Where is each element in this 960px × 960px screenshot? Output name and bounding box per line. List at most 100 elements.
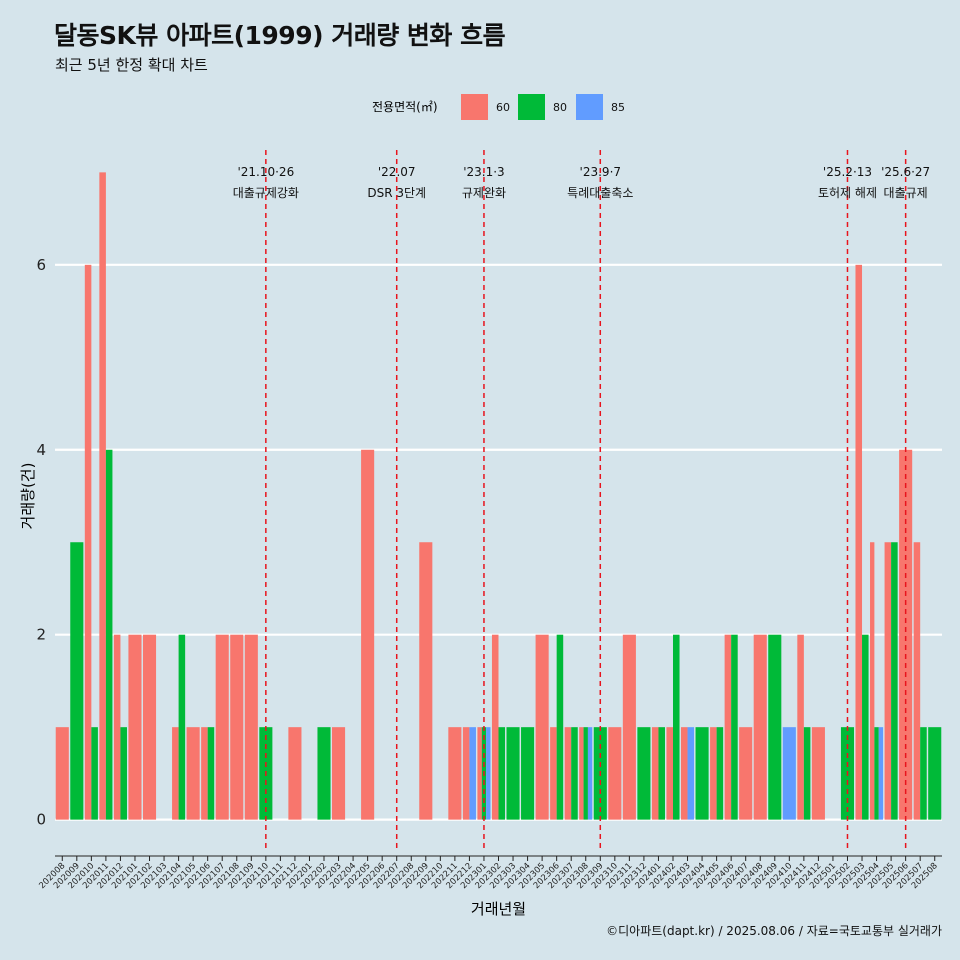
bar-60-202308: [579, 727, 584, 820]
y-tick-label: 2: [36, 626, 46, 644]
bar-60-202203: [332, 727, 346, 820]
bar-80-202401: [658, 727, 665, 820]
bar-80-202306: [556, 634, 564, 820]
bar-80-202505: [891, 542, 898, 820]
bar-60-202108: [230, 634, 244, 820]
event-text-label: 토허제 해제: [818, 186, 877, 200]
event-text-label: 규제완화: [462, 186, 506, 200]
bar-85-202212: [469, 727, 476, 820]
bar-60-202011: [99, 172, 106, 820]
bar-80-202402: [672, 634, 680, 820]
bar-60-202012: [113, 634, 121, 820]
y-axis-title: 거래량(건): [19, 463, 37, 530]
bar-80-202409: [768, 634, 782, 820]
bar-60-202504: [870, 542, 875, 820]
bar-80-202012: [120, 727, 127, 820]
chart-subtitle: 최근 5년 한정 확대 차트: [55, 56, 208, 74]
bar-60-202105: [186, 727, 200, 820]
event-date-label: '23.1·3: [463, 165, 504, 179]
y-axis: 0 2 4 6: [36, 256, 46, 829]
bar-60-202503: [855, 264, 863, 820]
bar-60-202401: [651, 727, 659, 820]
bar-80-202312: [637, 727, 651, 820]
bar-60-202412: [811, 727, 825, 820]
bar-80-202503: [862, 634, 869, 820]
bar-60-202302: [491, 634, 499, 820]
bar-80-202406: [731, 634, 738, 820]
legend-label-60: 60: [496, 101, 510, 114]
bar-80-202106: [207, 727, 215, 820]
bar-80-202304: [521, 727, 535, 820]
event-date-label: '21.10·26: [237, 165, 294, 179]
legend-swatch-60: [461, 94, 488, 120]
bar-60-202406: [724, 634, 732, 820]
bar-60-202306: [550, 727, 557, 820]
bar-85-202301: [486, 727, 491, 820]
bar-60-202010: [84, 264, 92, 820]
event-date-label: '25.2·13: [823, 165, 872, 179]
bar-60-202402: [666, 727, 673, 820]
bar-60-202112: [288, 727, 302, 820]
bar-60-202506: [899, 449, 913, 820]
bar-80-202308: [583, 727, 588, 820]
bar-80-202010: [91, 727, 98, 820]
bar-60-202407: [739, 727, 753, 820]
bar-60-202305: [535, 634, 549, 820]
bars: [55, 172, 942, 820]
bar-80-202202: [317, 727, 331, 820]
legend-swatch-80: [518, 94, 545, 120]
bar-60-202109: [244, 634, 258, 820]
event-text-label: DSR 3단계: [367, 186, 426, 200]
bar-60-202101: [128, 634, 142, 820]
bar-60-202205: [361, 449, 375, 820]
event-date-label: '22.07: [378, 165, 416, 179]
bar-60-202405: [710, 727, 717, 820]
bar-80-202507: [920, 727, 927, 820]
bar-80-202405: [716, 727, 724, 820]
bar-60-202408: [753, 634, 767, 820]
bar-80-202302: [498, 727, 506, 820]
bar-60-202106: [201, 727, 208, 820]
y-tick-label: 6: [36, 256, 46, 274]
chart-title: 달동SK뷰 아파트(1999) 거래량 변화 흐름: [54, 21, 506, 50]
event-lines: '21.10·26 대출규제강화 '22.07 DSR 3단계 '23.1·3 규제완화 '…: [233, 150, 930, 852]
bar-80-202307: [571, 727, 578, 820]
x-axis: 2020082020092020102020112020122021012021…: [37, 855, 942, 891]
bar-60-202104: [172, 727, 179, 820]
bar-80-202404: [695, 727, 709, 820]
bar-60-202301: [477, 727, 482, 820]
bar-60-202107: [215, 634, 229, 820]
legend-label-80: 80: [553, 101, 567, 114]
legend-swatch-85: [576, 94, 603, 120]
bar-60-202211: [448, 727, 462, 820]
event-text-label: 특례대출축소: [567, 186, 633, 200]
bar-85-202308: [587, 727, 593, 820]
bar-60-202403: [680, 727, 688, 820]
event-text-label: 대출규제강화: [233, 186, 299, 200]
legend: 전용면적(㎡) 60 80 85: [372, 94, 625, 120]
bar-80-202411: [803, 727, 811, 820]
bar-80-202303: [506, 727, 520, 820]
bar-60-202311: [622, 634, 636, 820]
bar-60-202209: [419, 542, 433, 820]
bar-60-202102: [142, 634, 157, 820]
source-caption: ©디아파트(dapt.kr) / 2025.08.06 / 자료=국토교통부 실…: [606, 924, 942, 938]
event-date-label: '23.9·7: [580, 165, 621, 179]
y-tick-label: 0: [36, 811, 46, 829]
bar-80-202009: [70, 542, 84, 820]
bar-60-202507: [913, 542, 921, 820]
bar-80-202504: [874, 727, 879, 820]
x-axis-title: 거래년월: [471, 900, 526, 918]
bar-85-202504: [878, 727, 884, 820]
bar-60-202307: [564, 727, 572, 820]
bar-85-202410: [782, 727, 796, 820]
event-text-label: 대출규제: [884, 186, 928, 200]
bar-60-202310: [608, 727, 622, 820]
bar-60-202505: [884, 542, 892, 820]
event-date-label: '25.6·27: [881, 165, 930, 179]
legend-label-85: 85: [611, 101, 625, 114]
bar-80-202104: [178, 634, 186, 820]
y-tick-label: 4: [36, 441, 46, 459]
bar-60-202411: [797, 634, 804, 820]
